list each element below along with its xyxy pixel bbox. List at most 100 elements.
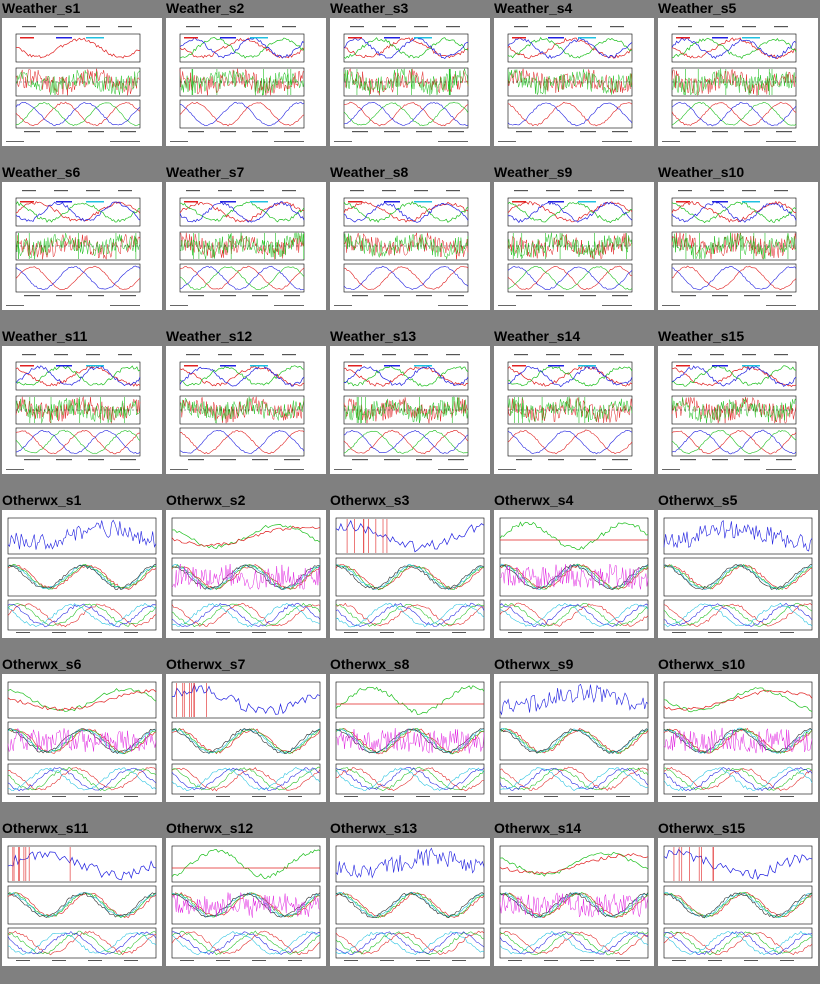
plot-image[interactable]: [494, 346, 654, 474]
plot-image[interactable]: [166, 346, 326, 474]
thumbnail-weather-s14[interactable]: Weather_s14: [492, 328, 656, 492]
thumbnail-title[interactable]: Weather_s11: [2, 328, 88, 344]
plot-image[interactable]: [494, 510, 654, 638]
plot-graphic: [498, 26, 633, 142]
thumbnail-otherwx-s3[interactable]: Otherwx_s3: [328, 492, 492, 656]
thumbnail-weather-s6[interactable]: Weather_s6: [0, 164, 164, 328]
thumbnail-title[interactable]: Otherwx_s5: [658, 492, 738, 508]
thumbnail-weather-s12[interactable]: Weather_s12: [164, 328, 328, 492]
plot-image[interactable]: [2, 346, 162, 474]
plot-image[interactable]: [494, 182, 654, 310]
thumbnail-weather-s8[interactable]: Weather_s8: [328, 164, 492, 328]
thumbnail-otherwx-s6[interactable]: Otherwx_s6: [0, 656, 164, 820]
plot-graphic: [334, 354, 469, 470]
plot-image[interactable]: [330, 838, 490, 966]
plot-image[interactable]: [494, 18, 654, 146]
thumbnail-weather-s1[interactable]: Weather_s1: [0, 0, 164, 164]
thumbnail-otherwx-s2[interactable]: Otherwx_s2: [164, 492, 328, 656]
plot-image[interactable]: [330, 674, 490, 802]
thumbnail-weather-s7[interactable]: Weather_s7: [164, 164, 328, 328]
thumbnail-weather-s9[interactable]: Weather_s9: [492, 164, 656, 328]
plot-image[interactable]: [166, 674, 326, 802]
thumbnail-title[interactable]: Weather_s7: [166, 164, 245, 180]
plot-graphic: [171, 681, 321, 797]
plot-graphic: [7, 517, 157, 633]
thumbnail-otherwx-s7[interactable]: Otherwx_s7: [164, 656, 328, 820]
thumbnail-title[interactable]: Weather_s15: [658, 328, 745, 344]
thumbnail-otherwx-s9[interactable]: Otherwx_s9: [492, 656, 656, 820]
plot-image[interactable]: [330, 346, 490, 474]
thumbnail-weather-s4[interactable]: Weather_s4: [492, 0, 656, 164]
plot-image[interactable]: [330, 182, 490, 310]
thumbnail-otherwx-s1[interactable]: Otherwx_s1: [0, 492, 164, 656]
thumbnail-title[interactable]: Weather_s9: [494, 164, 573, 180]
plot-image[interactable]: [2, 18, 162, 146]
thumbnail-otherwx-s10[interactable]: Otherwx_s10: [656, 656, 820, 820]
plot-graphic: [6, 354, 141, 470]
thumbnail-title[interactable]: Otherwx_s11: [2, 820, 89, 836]
thumbnail-weather-s5[interactable]: Weather_s5: [656, 0, 820, 164]
thumbnail-otherwx-s4[interactable]: Otherwx_s4: [492, 492, 656, 656]
thumbnail-title[interactable]: Otherwx_s1: [2, 492, 82, 508]
thumbnail-title[interactable]: Weather_s8: [330, 164, 409, 180]
thumbnail-title[interactable]: Weather_s14: [494, 328, 581, 344]
thumbnail-title[interactable]: Otherwx_s3: [330, 492, 410, 508]
thumbnail-title[interactable]: Weather_s10: [658, 164, 745, 180]
plot-image[interactable]: [166, 838, 326, 966]
thumbnail-title[interactable]: Otherwx_s9: [494, 656, 574, 672]
plot-graphic: [499, 517, 649, 633]
thumbnail-otherwx-s11[interactable]: Otherwx_s11: [0, 820, 164, 984]
plot-image[interactable]: [330, 510, 490, 638]
thumbnail-title[interactable]: Weather_s1: [2, 0, 81, 16]
thumbnail-title[interactable]: Weather_s5: [658, 0, 737, 16]
thumbnail-title[interactable]: Otherwx_s8: [330, 656, 410, 672]
thumbnail-otherwx-s14[interactable]: Otherwx_s14: [492, 820, 656, 984]
plot-image[interactable]: [658, 510, 818, 638]
thumbnail-weather-s2[interactable]: Weather_s2: [164, 0, 328, 164]
plot-image[interactable]: [166, 182, 326, 310]
plot-image[interactable]: [494, 838, 654, 966]
plot-image[interactable]: [166, 18, 326, 146]
thumbnail-title[interactable]: Weather_s2: [166, 0, 245, 16]
thumbnail-otherwx-s15[interactable]: Otherwx_s15: [656, 820, 820, 984]
plot-graphic: [170, 354, 305, 470]
thumbnail-title[interactable]: Weather_s3: [330, 0, 409, 16]
plot-image[interactable]: [658, 346, 818, 474]
thumbnail-title[interactable]: Otherwx_s6: [2, 656, 82, 672]
thumbnail-title[interactable]: Otherwx_s7: [166, 656, 246, 672]
thumbnail-title[interactable]: Weather_s13: [330, 328, 417, 344]
plot-image[interactable]: [330, 18, 490, 146]
plot-image[interactable]: [166, 510, 326, 638]
thumbnail-otherwx-s5[interactable]: Otherwx_s5: [656, 492, 820, 656]
thumbnail-otherwx-s13[interactable]: Otherwx_s13: [328, 820, 492, 984]
plot-image[interactable]: [658, 838, 818, 966]
plot-image[interactable]: [2, 510, 162, 638]
plot-image[interactable]: [658, 182, 818, 310]
plot-image[interactable]: [2, 838, 162, 966]
thumbnail-weather-s10[interactable]: Weather_s10: [656, 164, 820, 328]
plot-graphic: [334, 26, 469, 142]
thumbnail-otherwx-s12[interactable]: Otherwx_s12: [164, 820, 328, 984]
plot-image[interactable]: [2, 674, 162, 802]
thumbnail-weather-s3[interactable]: Weather_s3: [328, 0, 492, 164]
plot-image[interactable]: [658, 674, 818, 802]
thumbnail-title[interactable]: Otherwx_s2: [166, 492, 246, 508]
plot-image[interactable]: [494, 674, 654, 802]
thumbnail-title[interactable]: Otherwx_s12: [166, 820, 254, 836]
thumbnail-title[interactable]: Weather_s6: [2, 164, 81, 180]
thumbnail-weather-s11[interactable]: Weather_s11: [0, 328, 164, 492]
thumbnail-weather-s13[interactable]: Weather_s13: [328, 328, 492, 492]
plot-graphic: [499, 681, 649, 797]
thumbnail-title[interactable]: Otherwx_s4: [494, 492, 574, 508]
thumbnail-title[interactable]: Otherwx_s10: [658, 656, 746, 672]
thumbnail-otherwx-s8[interactable]: Otherwx_s8: [328, 656, 492, 820]
thumbnail-weather-s15[interactable]: Weather_s15: [656, 328, 820, 492]
plot-image[interactable]: [2, 182, 162, 310]
thumbnail-title[interactable]: Otherwx_s15: [658, 820, 746, 836]
thumbnail-title[interactable]: Weather_s12: [166, 328, 253, 344]
thumbnail-title[interactable]: Otherwx_s14: [494, 820, 582, 836]
thumbnail-title[interactable]: Otherwx_s13: [330, 820, 418, 836]
thumbnail-title[interactable]: Weather_s4: [494, 0, 573, 16]
plot-image[interactable]: [658, 18, 818, 146]
